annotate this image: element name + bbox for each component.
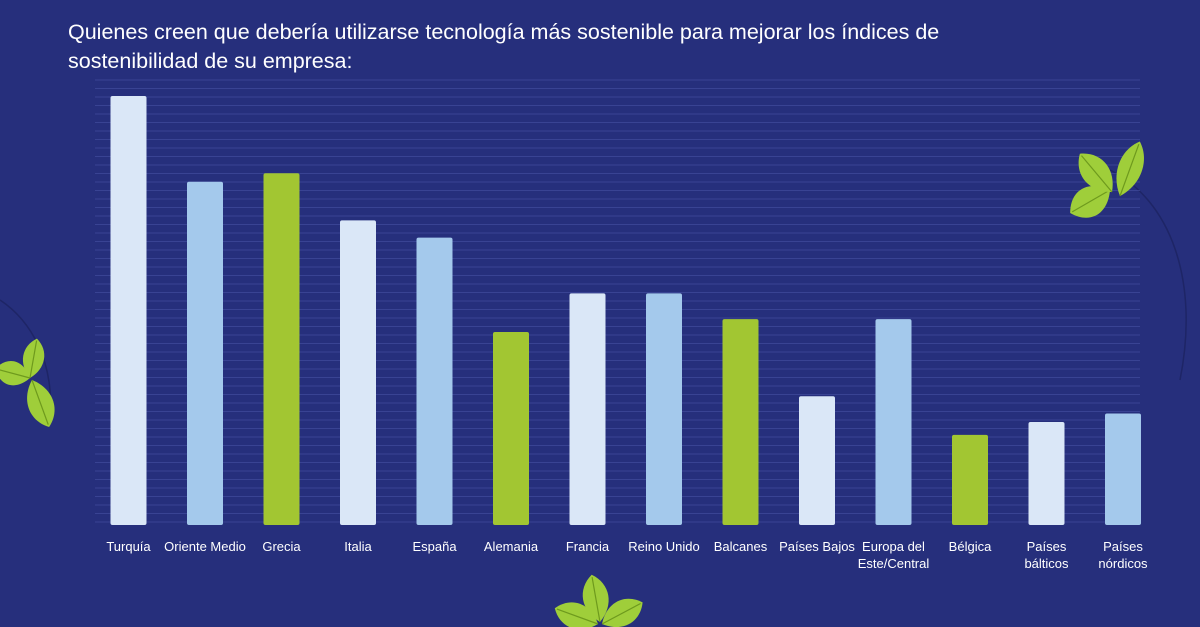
- category-label-line: bálticos: [1024, 556, 1069, 571]
- category-label-line: Reino Unido: [628, 539, 700, 554]
- category-label: Europa del Este/Central: [839, 538, 949, 572]
- bar-8: [722, 319, 759, 525]
- category-label: Balcanes: [686, 538, 796, 555]
- category-label: España: [380, 538, 490, 555]
- category-label: Grecia: [227, 538, 337, 555]
- leaf-icon: [554, 602, 599, 627]
- category-label-line: Francia: [565, 539, 610, 554]
- category-label-line: Alemania: [483, 539, 539, 554]
- bar-6: [569, 293, 606, 525]
- leaf-icon: [1116, 141, 1144, 197]
- bar-13: [1105, 413, 1141, 525]
- category-label: Reino Unido: [609, 538, 719, 555]
- category-label-line: Bélgica: [948, 539, 992, 554]
- category-label-line: Países: [1103, 539, 1143, 554]
- bars: [110, 96, 1141, 526]
- leaf-icon: [1078, 153, 1113, 193]
- category-label: Oriente Medio: [150, 538, 260, 555]
- bar-2: [263, 173, 300, 525]
- category-label: Alemania: [456, 538, 566, 555]
- leaf-icon: [0, 361, 31, 386]
- category-label: Turquía: [74, 538, 184, 555]
- category-label: Países bálticos: [992, 538, 1102, 572]
- leaf-icon: [27, 379, 55, 427]
- bar-9: [799, 396, 835, 525]
- leaf-icon: [601, 598, 643, 627]
- chart-title: Quienes creen que debería utilizarse tec…: [68, 20, 940, 73]
- leaf-icon: [1070, 186, 1111, 218]
- leaf-icon: [22, 338, 45, 379]
- category-label-line: Este/Central: [857, 556, 930, 571]
- category-label-line: Turquía: [106, 539, 151, 554]
- category-label: Francia: [533, 538, 643, 555]
- leaf-decorations: [0, 141, 1144, 627]
- bar-10: [875, 319, 912, 525]
- bar-4: [416, 237, 453, 525]
- category-label-line: Países Bajos: [779, 539, 855, 554]
- bar-7: [646, 293, 682, 525]
- category-label-line: Grecia: [262, 539, 301, 554]
- category-label-line: España: [412, 539, 457, 554]
- category-label-line: nórdicos: [1098, 556, 1148, 571]
- bar-1: [187, 181, 223, 526]
- bar-0: [110, 96, 147, 525]
- category-label-line: Italia: [344, 539, 372, 554]
- category-label: Países Bajos: [762, 538, 872, 555]
- bar-5: [493, 331, 529, 525]
- category-label-line: Países: [1026, 539, 1067, 554]
- category-label-line: Balcanes: [713, 539, 768, 554]
- category-label: Bélgica: [915, 538, 1025, 555]
- category-label-line: Europa del: [862, 539, 925, 554]
- category-label: Italia: [303, 538, 413, 555]
- bar-11: [952, 434, 988, 525]
- bar-12: [1028, 422, 1065, 525]
- category-label-line: Oriente Medio: [164, 539, 246, 554]
- bar-3: [340, 220, 376, 525]
- category-label: Países nórdicos: [1068, 538, 1178, 572]
